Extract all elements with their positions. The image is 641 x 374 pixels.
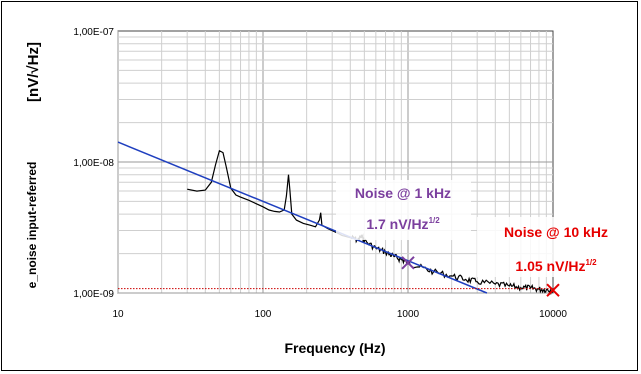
annotation-title: Noise @ 1 kHz (355, 185, 451, 201)
annotation-box (477, 217, 636, 277)
annotation-title: Noise @ 10 kHz (504, 224, 608, 240)
marker-x-icon (546, 283, 560, 297)
annotation-value-text: 1.05 nV/Hz (515, 258, 585, 274)
marker-x-icon (401, 256, 415, 270)
y-axis-units-label: [nV/√Hz] (25, 42, 42, 102)
annotation-box (336, 180, 471, 240)
y-axis-side-label: e_noise input-referred (25, 162, 39, 289)
annotation-value: 1.05 nV/Hz1/2 (515, 258, 597, 274)
annotation-value: 1.7 nV/Hz1/2 (366, 216, 440, 232)
x-axis-label: Frequency (Hz) (284, 340, 385, 356)
y-tick-label: 1,00E-09 (73, 289, 114, 300)
annotation-value-text: 1.7 nV/Hz (366, 216, 428, 232)
x-tick-label: 1000 (397, 309, 420, 320)
annotation-value-sup: 1/2 (429, 216, 441, 225)
marker-stroke (401, 256, 415, 270)
x-tick-label: 10000 (539, 309, 567, 320)
annotation-value-sup: 1/2 (585, 258, 597, 267)
series-1-f-fit (117, 141, 488, 294)
tick-layer: 10 100 1000 10000 1,00E-09 1,00E-08 1,00E-07 (73, 27, 567, 320)
grid-layer (117, 31, 553, 294)
x-tick-label: 10 (112, 309, 124, 320)
y-tick-label: 1,00E-08 (73, 158, 114, 169)
y-tick-label: 1,00E-07 (73, 27, 114, 38)
x-tick-label: 100 (255, 309, 272, 320)
marker-stroke (546, 283, 560, 297)
